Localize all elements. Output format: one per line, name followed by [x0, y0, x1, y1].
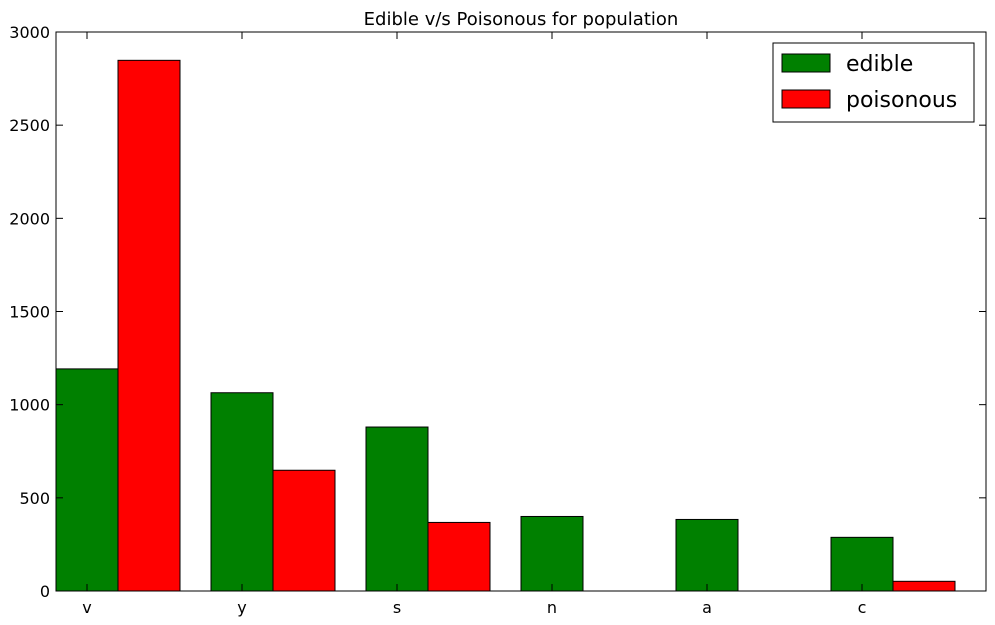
axis-ticks-group: 0 500 1000 1500 2000 2500 3000 v y s n a c [9, 23, 986, 617]
legend-swatch-edible [781, 53, 831, 73]
y-tick-label-3000: 3000 [9, 23, 50, 42]
bar-edible-v [55, 368, 119, 592]
legend-label-edible: edible [846, 52, 913, 77]
y-tick-label-1000: 1000 [9, 396, 50, 415]
y-tick-label-0: 0 [40, 582, 50, 601]
bar-poisonous-s [427, 521, 491, 592]
y-tick-label-2500: 2500 [9, 116, 50, 135]
legend: edible poisonous [772, 42, 975, 123]
x-tick-label-y: y [237, 598, 246, 617]
legend-label-poisonous: poisonous [846, 88, 957, 113]
x-tick-label-v: v [82, 598, 91, 617]
y-tick-label-2000: 2000 [9, 209, 50, 228]
x-tick-label-n: n [547, 598, 557, 617]
x-tick-label-a: a [702, 598, 712, 617]
y-tick-label-1500: 1500 [9, 303, 50, 322]
bar-edible-n [520, 515, 584, 592]
bar-poisonous-y [272, 469, 336, 592]
bar-edible-s [365, 426, 429, 592]
bar-edible-y [210, 392, 274, 592]
bar-edible-c [830, 536, 894, 592]
bar-poisonous-v [117, 59, 181, 592]
bars-group [55, 59, 956, 592]
x-tick-label-s: s [393, 598, 401, 617]
bar-edible-a [675, 518, 739, 592]
x-tick-label-c: c [858, 598, 867, 617]
y-tick-label-500: 500 [19, 489, 50, 508]
legend-swatch-poisonous [781, 89, 831, 109]
bar-poisonous-c [892, 580, 956, 592]
chart-title: Edible v/s Poisonous for population [364, 9, 679, 30]
